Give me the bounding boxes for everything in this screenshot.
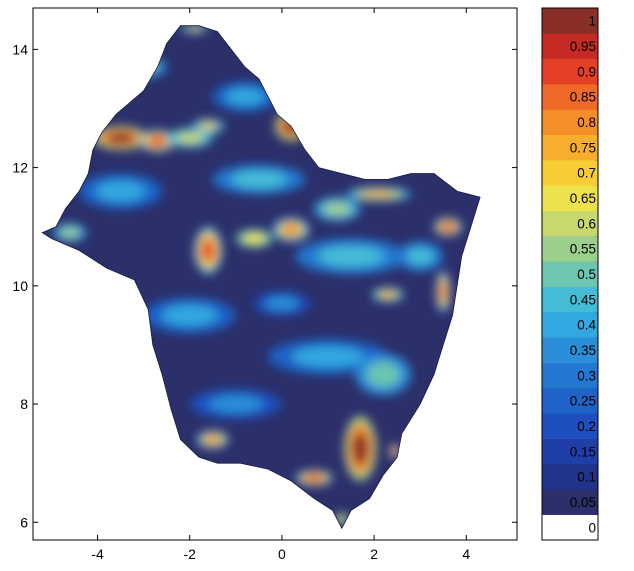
field-blob: [392, 447, 398, 455]
y-tick-label: 6: [20, 514, 28, 530]
y-axis: 6 8 10 12 14: [12, 41, 517, 530]
field-blob: [200, 122, 217, 130]
x-tick-label: 0: [278, 546, 286, 562]
colorbar-label: 0.35: [570, 343, 596, 358]
field-blob: [225, 87, 265, 106]
region-fill: [42, 25, 481, 529]
colorbar-swatch: [542, 109, 598, 135]
colorbar-swatch: [542, 413, 598, 439]
colorbar-swatch: [542, 134, 598, 161]
colorbar-label: 0.5: [577, 267, 596, 282]
colorbar-swatch: [542, 84, 598, 110]
field-blob: [106, 132, 135, 144]
colorbar-label: 0.55: [570, 242, 596, 257]
x-tick-label: 4: [462, 546, 470, 562]
field-blob: [208, 395, 264, 413]
colorbar-label: 0.85: [570, 90, 596, 105]
field-blob: [243, 233, 266, 244]
colorbar-swatch: [542, 337, 598, 363]
colorbar-label: 0.15: [570, 444, 596, 459]
map-layer: [42, 25, 481, 529]
x-tick-label: -2: [183, 546, 196, 562]
y-tick-label: 10: [12, 278, 28, 294]
colorbar-swatch: [542, 312, 598, 338]
y-tick-label: 14: [12, 41, 28, 57]
colorbar-label: 0: [588, 520, 596, 535]
field-blob: [352, 432, 369, 465]
colorbar-swatch: [542, 514, 598, 541]
x-tick-label: -4: [91, 546, 104, 562]
colorbar-label: 0.7: [577, 166, 596, 181]
region-outline: [41, 25, 481, 530]
colorbar-swatch: [542, 160, 598, 186]
field-blob: [292, 346, 364, 368]
x-axis: -4 -2 0 2 4: [91, 8, 470, 562]
colorbar-label: 0.95: [570, 39, 596, 54]
colorbar-label: 0.45: [570, 292, 596, 307]
colorbar-label: 0.2: [577, 419, 596, 434]
field-blob: [187, 26, 202, 31]
colorbar-label: 0.8: [577, 115, 596, 130]
y-tick-label: 8: [20, 396, 28, 412]
field-blob: [439, 281, 447, 303]
colorbar-swatch: [542, 489, 598, 515]
field-blob: [175, 132, 204, 144]
colorbar-swatch: [542, 8, 598, 34]
colorbar-label: 0.25: [570, 394, 596, 409]
field-blob: [379, 291, 396, 299]
field-blob: [366, 362, 400, 387]
colorbar-label: 0.65: [570, 191, 596, 206]
colorbar-swatch: [542, 464, 598, 490]
colorbar-label: 0.9: [577, 64, 596, 79]
colorbar-swatch: [542, 236, 598, 262]
field-blob: [362, 190, 395, 198]
colorbar-label: 0.3: [577, 368, 596, 383]
plot-frame: [32, 7, 518, 541]
field-blob: [337, 515, 346, 523]
colorbar-swatch: [542, 261, 598, 287]
colorbar-swatch: [542, 438, 598, 465]
field-blob: [406, 247, 435, 266]
colorbar-label: 0.05: [570, 495, 596, 510]
colorbar-label: 0.1: [577, 470, 596, 485]
colorbar-label: 0.4: [577, 318, 596, 333]
x-tick-label: 2: [370, 546, 378, 562]
field-blob: [95, 180, 146, 202]
colorbar-frame: [541, 7, 599, 541]
field-blob: [323, 201, 352, 217]
field-blob: [60, 227, 80, 238]
colorbar-label: 1: [588, 14, 596, 29]
field-blob: [148, 135, 167, 147]
field-blob: [201, 238, 216, 263]
colorbar-swatch: [542, 286, 598, 313]
field-blob: [231, 170, 287, 189]
colorbar-swatch: [542, 210, 598, 237]
field-blobs: [53, 25, 462, 526]
colorbar-swatch: [542, 362, 598, 389]
y-tick-label: 12: [12, 160, 28, 176]
colorbar-label: 0.75: [570, 140, 596, 155]
colorbar-swatch: [542, 185, 598, 211]
field-blob: [441, 222, 455, 232]
colorbar: 0 0.05 0.1 0.15 0.2 0.25 0.3 0.35 0.4 0.45 0.5 0.55…: [541, 7, 599, 541]
field-blob: [317, 245, 385, 267]
field-blob: [265, 296, 299, 311]
colorbar-swatch: [542, 33, 598, 59]
colorbar-swatch: [542, 388, 598, 414]
field-blob: [162, 304, 218, 326]
field-blob: [204, 435, 221, 444]
colorbar-label: 0.6: [577, 216, 596, 231]
colorbar-swatch: [542, 58, 598, 85]
field-blob: [281, 223, 301, 236]
field-blob: [305, 474, 324, 482]
